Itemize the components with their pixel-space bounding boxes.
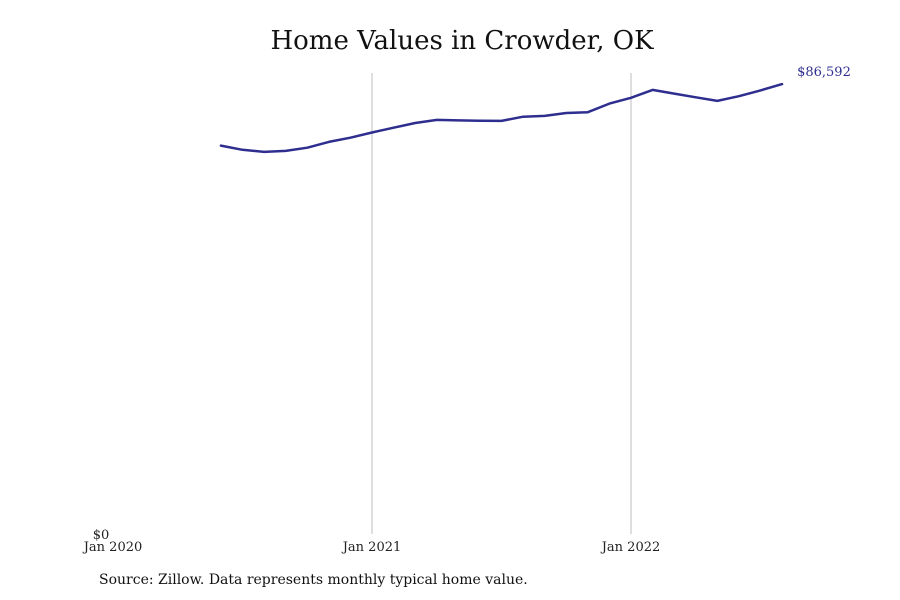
y-axis-ticks: $0 bbox=[93, 528, 110, 543]
series-lines bbox=[219, 82, 784, 154]
series-line bbox=[219, 82, 784, 154]
source-note: Source: Zillow. Data represents monthly … bbox=[99, 572, 528, 588]
x-tick-label: Jan 2022 bbox=[600, 540, 661, 555]
x-axis-ticks: Jan 2020 Jan 2021 Jan 2022 bbox=[82, 540, 661, 555]
end-labels: $86,592 bbox=[797, 65, 851, 80]
y-tick-label: $0 bbox=[93, 528, 110, 543]
x-tick-label: Jan 2020 bbox=[82, 540, 143, 555]
end-value-label: $86,592 bbox=[797, 65, 851, 80]
x-tick-label: Jan 2021 bbox=[341, 540, 402, 555]
chart-title: Home Values in Crowder, OK bbox=[270, 26, 654, 56]
gridlines bbox=[371, 73, 632, 534]
